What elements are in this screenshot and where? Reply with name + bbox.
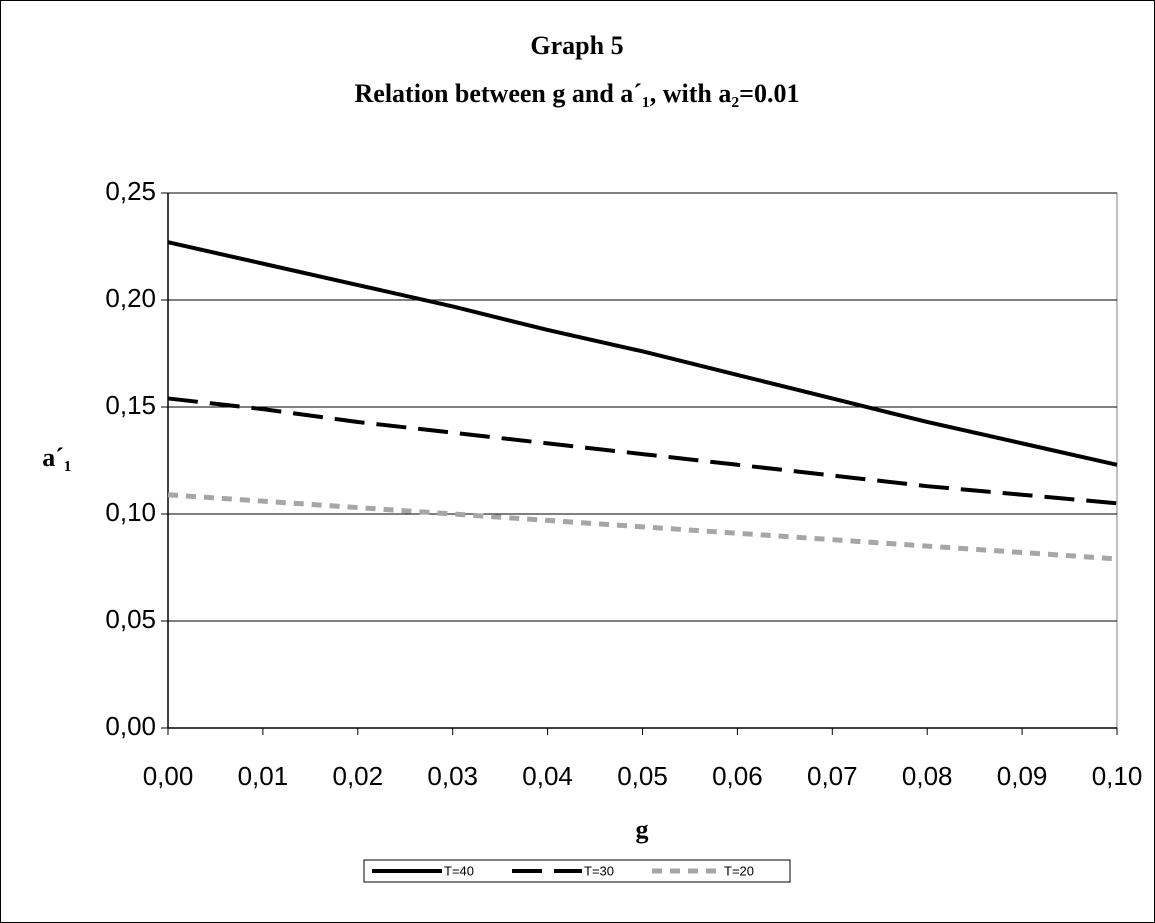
x-axis-label: g: [636, 815, 649, 844]
x-tick-label: 0,05: [617, 761, 668, 791]
chart-title: Graph 5: [530, 31, 623, 60]
y-tick-label: 0,05: [105, 604, 156, 634]
x-tick-label: 0,06: [712, 761, 763, 791]
x-tick-label: 0,07: [807, 761, 858, 791]
x-tick-label: 0,03: [427, 761, 478, 791]
x-tick-label: 0,09: [997, 761, 1048, 791]
y-tick-label: 0,00: [105, 711, 156, 741]
y-tick-label: 0,15: [105, 390, 156, 420]
y-axis-label: a´₁: [42, 443, 71, 472]
series-line: [167, 396, 1118, 506]
x-tick-label: 0,10: [1092, 761, 1143, 791]
y-tick-label: 0,25: [105, 176, 156, 206]
series-line: [167, 492, 1118, 562]
x-tick-label: 0,02: [332, 761, 383, 791]
x-tick-label: 0,01: [238, 761, 289, 791]
legend-label: T=20: [724, 863, 754, 878]
legend-label: T=40: [444, 863, 474, 878]
x-tick-label: 0,08: [902, 761, 953, 791]
series-line: [167, 240, 1118, 467]
y-tick-label: 0,20: [105, 283, 156, 313]
plot-area: [167, 192, 1118, 729]
legend-label: T=30: [584, 863, 614, 878]
y-tick-label: 0,10: [105, 497, 156, 527]
chart-subtitle: Relation between g and a´₁, with a₂=0.01: [355, 79, 800, 108]
x-tick-label: 0,04: [522, 761, 573, 791]
x-tick-label: 0,00: [143, 761, 194, 791]
